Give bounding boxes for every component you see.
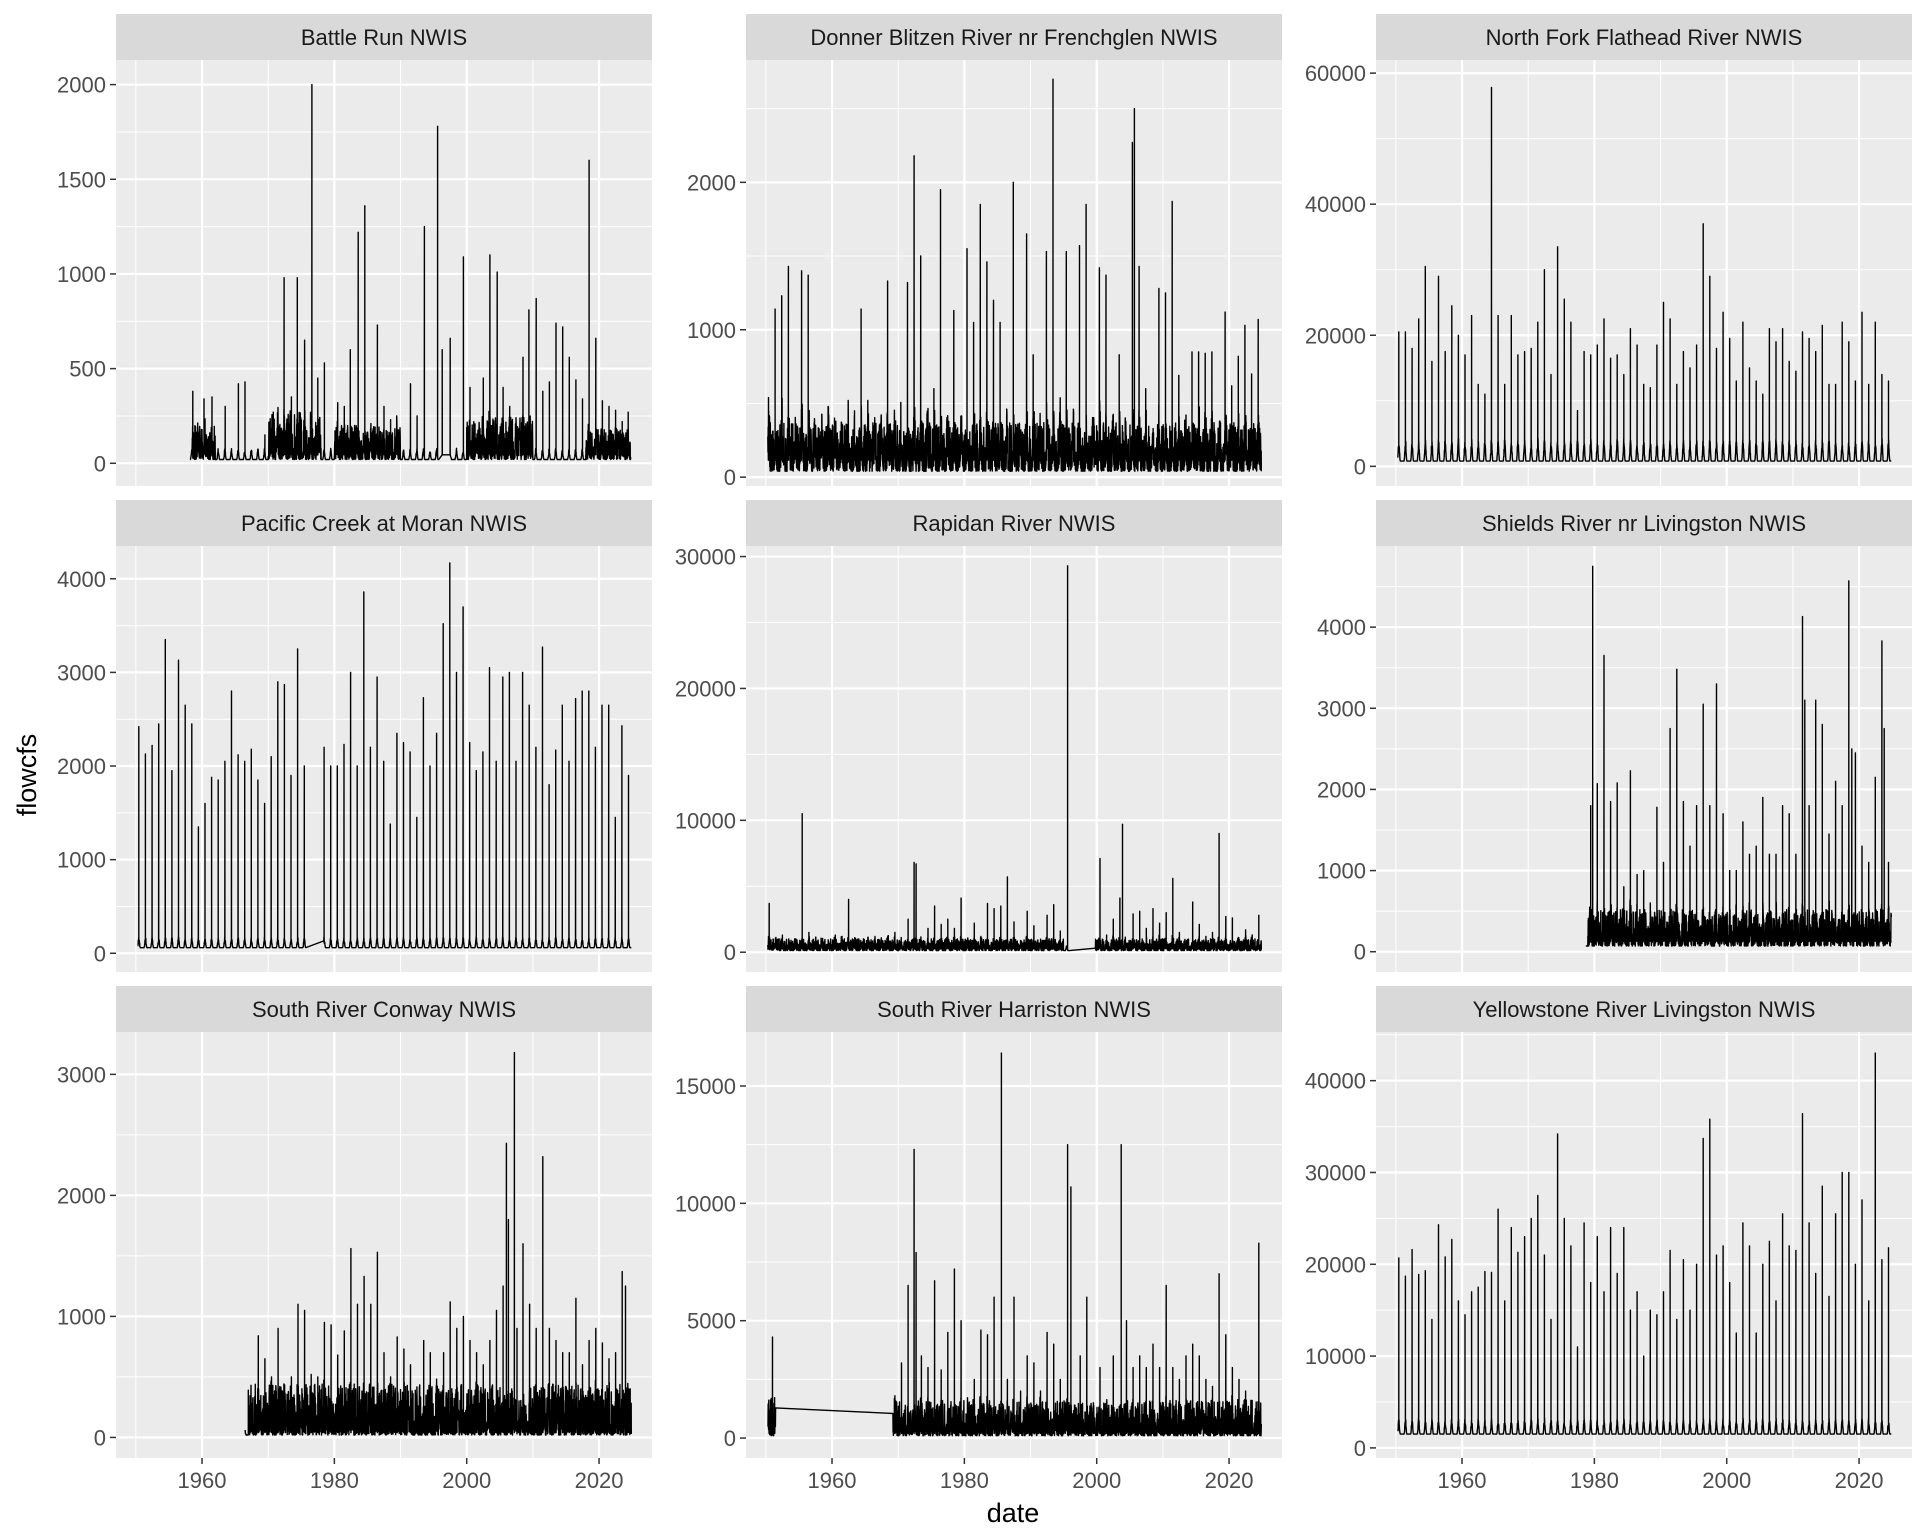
y-tick-label: 2000 bbox=[1317, 777, 1366, 802]
x-tick-label: 2020 bbox=[1835, 1468, 1884, 1493]
y-tick-label: 0 bbox=[1354, 1436, 1366, 1461]
y-tick-label: 10000 bbox=[675, 1191, 736, 1216]
y-tick-label: 0 bbox=[1354, 454, 1366, 479]
y-tick-label: 0 bbox=[94, 1425, 106, 1450]
facet-title: North Fork Flathead River NWIS bbox=[1486, 25, 1803, 50]
y-tick-label: 3000 bbox=[1317, 696, 1366, 721]
y-tick-label: 40000 bbox=[1305, 192, 1366, 217]
y-tick-label: 10000 bbox=[1305, 1344, 1366, 1369]
facet-strip bbox=[746, 14, 1282, 60]
x-tick-label: 1980 bbox=[310, 1468, 359, 1493]
y-tick-label: 30000 bbox=[1305, 1160, 1366, 1185]
y-tick-label: 0 bbox=[94, 451, 106, 476]
x-tick-label: 1960 bbox=[178, 1468, 227, 1493]
facet-strip bbox=[116, 986, 652, 1032]
y-tick-label: 3000 bbox=[57, 1062, 106, 1087]
y-tick-label: 20000 bbox=[1305, 1252, 1366, 1277]
panel-pacific-creek-at-moran-nwis: Pacific Creek at Moran NWIS 0 1000 2000 3000… bbox=[57, 500, 652, 972]
facet-title: Shields River nr Livingston NWIS bbox=[1482, 511, 1806, 536]
facet-strip bbox=[746, 500, 1282, 546]
panel-background bbox=[746, 546, 1282, 972]
y-tick-label: 1000 bbox=[687, 318, 736, 343]
y-tick-label: 1000 bbox=[57, 262, 106, 287]
x-tick-label: 1980 bbox=[940, 1468, 989, 1493]
panel-rapidan-river-nwis: Rapidan River NWIS 0 10000 20000 30000 bbox=[675, 500, 1282, 972]
x-tick-label: 1980 bbox=[1570, 1468, 1619, 1493]
facet-strip bbox=[746, 986, 1282, 1032]
y-tick-label: 5000 bbox=[687, 1309, 736, 1334]
y-tick-label: 40000 bbox=[1305, 1069, 1366, 1094]
y-tick-label: 10000 bbox=[675, 808, 736, 833]
panel-south-river-harriston-nwis: South River Harriston NWIS 0 5000 10000 1500… bbox=[675, 986, 1282, 1493]
x-tick-label: 2020 bbox=[1205, 1468, 1254, 1493]
series-line bbox=[189, 83, 632, 461]
y-tick-label: 20000 bbox=[1305, 323, 1366, 348]
y-tick-label: 2000 bbox=[57, 754, 106, 779]
y-tick-label: 2000 bbox=[57, 1183, 106, 1208]
series-line bbox=[767, 1052, 1262, 1437]
facet-title: Battle Run NWIS bbox=[301, 25, 467, 50]
facet-strip bbox=[1376, 14, 1912, 60]
x-tick-label: 2000 bbox=[442, 1468, 491, 1493]
series-line bbox=[137, 562, 632, 949]
x-tick-label: 2000 bbox=[1072, 1468, 1121, 1493]
y-axis-title: flowcfs bbox=[12, 734, 42, 817]
y-tick-label: 0 bbox=[724, 940, 736, 965]
facet-strip bbox=[1376, 500, 1912, 546]
y-tick-label: 0 bbox=[94, 941, 106, 966]
y-tick-label: 0 bbox=[724, 1426, 736, 1451]
x-axis-title: date bbox=[987, 1498, 1040, 1528]
x-tick-label: 2020 bbox=[575, 1468, 624, 1493]
panel-south-river-conway-nwis: South River Conway NWIS 0 1000 2000 3000 1960… bbox=[57, 986, 652, 1493]
facet-title: Donner Blitzen River nr Frenchglen NWIS bbox=[810, 25, 1217, 50]
y-tick-label: 1000 bbox=[57, 848, 106, 873]
series-line bbox=[244, 1051, 632, 1436]
facet-title: Rapidan River NWIS bbox=[913, 511, 1116, 536]
y-tick-label: 20000 bbox=[675, 676, 736, 701]
series-line bbox=[767, 78, 1262, 472]
x-tick-label: 1960 bbox=[808, 1468, 857, 1493]
y-tick-label: 500 bbox=[69, 357, 106, 382]
panel-donner-blitzen-river-nr-frenchglen-nwis: Donner Blitzen River nr Frenchglen NWIS 0… bbox=[687, 14, 1282, 490]
series-line bbox=[1397, 1052, 1892, 1435]
y-tick-label: 30000 bbox=[675, 545, 736, 570]
y-tick-label: 1500 bbox=[57, 167, 106, 192]
y-tick-label: 1000 bbox=[57, 1304, 106, 1329]
facet-title: Pacific Creek at Moran NWIS bbox=[241, 511, 527, 536]
y-tick-label: 0 bbox=[724, 465, 736, 490]
y-tick-label: 0 bbox=[1354, 940, 1366, 965]
facet-strip bbox=[116, 500, 652, 546]
facet-title: Yellowstone River Livingston NWIS bbox=[1473, 997, 1816, 1022]
y-tick-label: 2000 bbox=[687, 170, 736, 195]
y-tick-label: 3000 bbox=[57, 660, 106, 685]
facet-strip bbox=[1376, 986, 1912, 1032]
y-tick-label: 15000 bbox=[675, 1074, 736, 1099]
panel-shields-river-nr-livingston-nwis: Shields River nr Livingston NWIS 0 1000 200… bbox=[1317, 500, 1912, 972]
series-line bbox=[767, 565, 1262, 952]
y-tick-label: 1000 bbox=[1317, 859, 1366, 884]
series-line bbox=[1585, 565, 1892, 947]
facet-title: South River Conway NWIS bbox=[252, 997, 516, 1022]
y-tick-label: 4000 bbox=[1317, 615, 1366, 640]
facet-title: South River Harriston NWIS bbox=[877, 997, 1151, 1022]
series-line bbox=[1397, 86, 1892, 462]
panel-battle-run-nwis: Battle Run NWIS 0 500 1000 1500 2000 bbox=[57, 14, 652, 486]
y-tick-label: 4000 bbox=[57, 567, 106, 592]
y-tick-label: 60000 bbox=[1305, 61, 1366, 86]
x-tick-label: 1960 bbox=[1438, 1468, 1487, 1493]
x-tick-label: 2000 bbox=[1702, 1468, 1751, 1493]
panel-north-fork-flathead-river-nwis: North Fork Flathead River NWIS 0 20000 4000… bbox=[1305, 14, 1912, 486]
panel-yellowstone-river-livingston-nwis: Yellowstone River Livingston NWIS 0 10000 2… bbox=[1305, 986, 1912, 1493]
y-tick-label: 2000 bbox=[57, 73, 106, 98]
facet-strip bbox=[116, 14, 652, 60]
